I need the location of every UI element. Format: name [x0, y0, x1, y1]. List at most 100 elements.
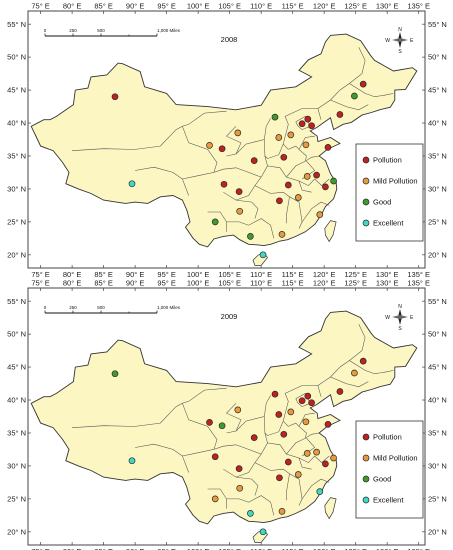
- station-marker-mild: [330, 454, 337, 462]
- x-tick-label-bottom: 80° E: [63, 270, 81, 279]
- south-label: S: [398, 49, 402, 55]
- x-tick-label-bottom: 115° E: [282, 547, 304, 550]
- station-marker-mild: [236, 207, 244, 215]
- x-tick-label-top: 85° E: [94, 279, 112, 288]
- station-marker-mild: [234, 129, 242, 137]
- y-tick-label-left: 40° N: [7, 119, 26, 128]
- x-tick-label-top: 115° E: [282, 279, 304, 288]
- province-border: [223, 176, 262, 201]
- x-tick-label-bottom: 130° E: [376, 270, 399, 279]
- x-tick-label-top: 110° E: [250, 279, 272, 288]
- station-marker-excellent: [259, 528, 267, 536]
- x-tick-label-bottom: 90° E: [126, 270, 144, 279]
- x-tick-label-bottom: 100° E: [187, 547, 210, 550]
- legend-label-good: Good: [373, 198, 391, 207]
- map-content: [30, 33, 418, 266]
- station-marker-pollution: [308, 122, 315, 130]
- station-marker-pollution: [250, 434, 258, 441]
- scale-label: 1,000 Miles: [157, 28, 181, 33]
- y-tick-label-left: 20° N: [7, 250, 26, 259]
- station-marker-mild: [275, 134, 283, 141]
- x-tick-label-bottom: 100° E: [187, 270, 210, 279]
- province-border: [295, 116, 311, 130]
- legend-label-mild: Mild Pollution: [373, 454, 418, 463]
- station-marker-good: [351, 92, 358, 100]
- province-border: [286, 145, 307, 178]
- map-panel-2008: 75° E 75° E 80° E 80° E 85° E 85° E 90° E 90° E…: [7, 2, 447, 280]
- legend: Pollution Mild Pollution Good Excellent: [355, 420, 424, 519]
- x-tick-label-bottom: 75° E: [31, 270, 49, 279]
- x-tick-label-bottom: 135° E: [407, 270, 430, 279]
- y-tick-label-left: 30° N: [7, 462, 26, 471]
- north-label: N: [398, 27, 402, 33]
- province-border: [305, 155, 320, 162]
- taiwan-outline: [324, 497, 337, 520]
- station-marker-pollution: [359, 80, 367, 88]
- province-border: [223, 453, 262, 478]
- station-marker-pollution: [235, 465, 243, 472]
- station-marker-pollution: [322, 183, 329, 191]
- station-marker-pollution: [284, 458, 292, 466]
- province-border: [182, 126, 218, 180]
- station-marker-pollution: [218, 145, 226, 153]
- station-marker-pollution: [336, 111, 344, 118]
- legend-marker-pollution: [362, 156, 370, 164]
- station-marker-excellent: [128, 180, 136, 188]
- y-tick-label-left: 25° N: [7, 494, 26, 503]
- province-border: [135, 443, 189, 473]
- y-tick-label-left: 45° N: [7, 86, 26, 95]
- scale-bar: 0 250 500 1,000 Miles: [44, 305, 181, 314]
- y-tick-label-left: 35° N: [7, 152, 26, 161]
- station-marker-mild: [287, 408, 295, 416]
- station-marker-mild: [278, 231, 286, 238]
- legend-marker-good: [362, 198, 370, 206]
- y-tick-label-right: 50° N: [428, 330, 447, 339]
- station-marker-excellent: [247, 510, 254, 517]
- province-border: [330, 376, 369, 388]
- legend-marker-pollution: [362, 433, 370, 441]
- x-tick-label-top: 90° E: [126, 279, 144, 288]
- y-tick-label-right: 55° N: [428, 297, 447, 306]
- station-marker-pollution: [359, 357, 367, 365]
- station-marker-excellent: [128, 457, 136, 465]
- scale-bar: 0 250 500 1,000 Miles: [44, 28, 181, 37]
- province-border: [226, 403, 242, 434]
- station-marker-excellent: [259, 251, 267, 259]
- station-marker-good: [111, 370, 119, 378]
- y-tick-label-right: 45° N: [428, 86, 447, 95]
- legend-label-good: Good: [373, 475, 391, 484]
- province-border: [235, 199, 259, 219]
- taiwan-outline: [324, 220, 337, 243]
- province-border: [254, 185, 290, 224]
- x-tick-label-top: 90° E: [126, 2, 144, 11]
- y-tick-label-right: 25° N: [428, 494, 447, 503]
- x-tick-label-bottom: 105° E: [218, 270, 241, 279]
- map-frame: [27, 287, 426, 546]
- station-marker-mild: [278, 508, 286, 515]
- x-tick-label-top: 95° E: [157, 279, 175, 288]
- station-marker-mild: [287, 131, 295, 139]
- x-tick-label-bottom: 90° E: [126, 547, 144, 550]
- station-marker-mild: [294, 194, 302, 201]
- province-border: [182, 403, 218, 457]
- province-border: [298, 178, 330, 186]
- scale-label: 250: [69, 28, 77, 33]
- station-marker-pollution: [275, 411, 283, 418]
- x-tick-label-top: 80° E: [63, 279, 81, 288]
- province-border: [286, 422, 307, 455]
- y-tick-label-right: 20° N: [428, 250, 447, 259]
- station-marker-pollution: [271, 390, 279, 398]
- province-border: [188, 387, 227, 402]
- province-border: [298, 135, 315, 150]
- north-arrow-icon: N S E W: [385, 304, 414, 332]
- station-marker-pollution: [322, 460, 329, 468]
- x-tick-label-top: 75° E: [31, 279, 49, 288]
- x-tick-label-top: 125° E: [344, 279, 367, 288]
- north-label: N: [398, 304, 402, 310]
- legend: Pollution Mild Pollution Good Excellent: [355, 143, 424, 242]
- station-marker-mild: [302, 141, 310, 149]
- province-border: [254, 462, 290, 501]
- legend-label-mild: Mild Pollution: [373, 177, 418, 186]
- station-marker-mild: [236, 484, 244, 492]
